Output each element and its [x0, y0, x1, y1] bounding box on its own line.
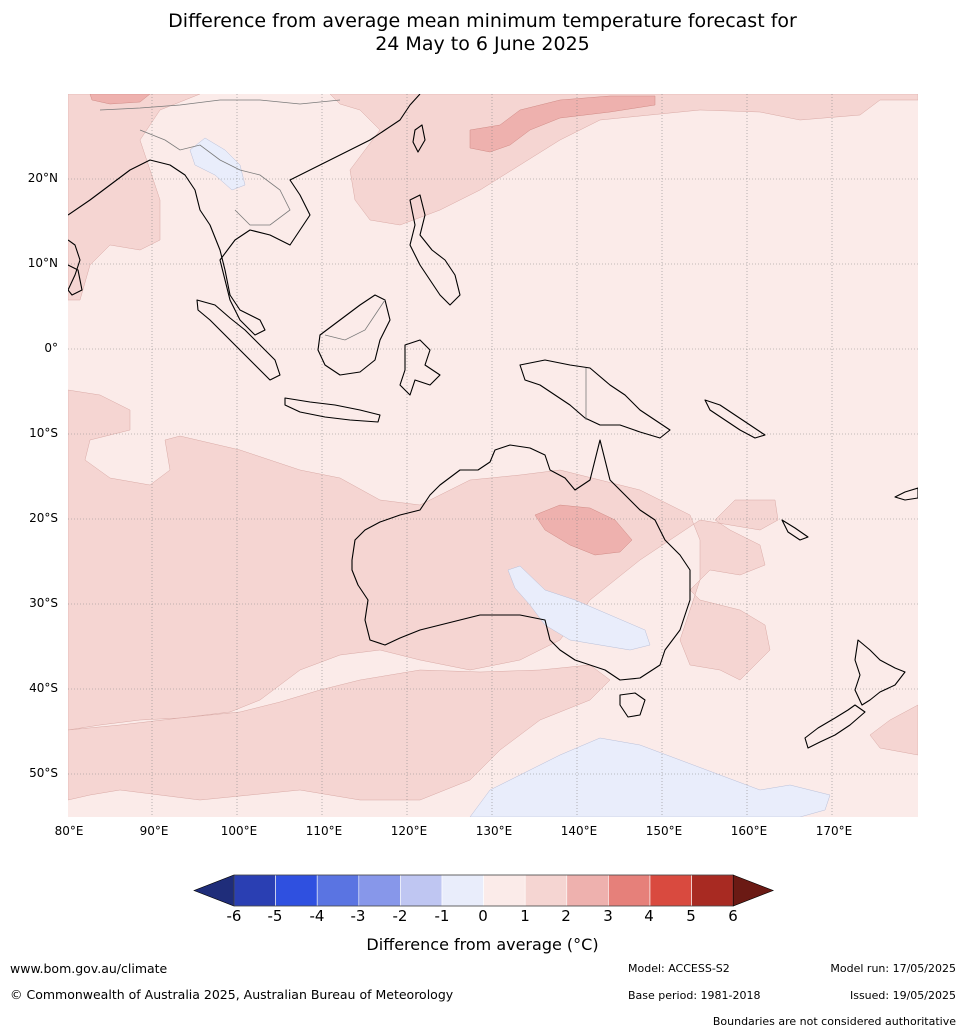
country-borders: [99, 99, 587, 420]
colorbar-swatch: [691, 874, 734, 907]
colorbar-extend-low: [193, 874, 235, 907]
colorbar-tick: -2: [392, 907, 408, 925]
colorbar-tick: 4: [644, 907, 654, 925]
colorbar-tick: -3: [350, 907, 366, 925]
colorbar-tick: -1: [434, 907, 450, 925]
title-line-1: Difference from average mean minimum tem…: [168, 10, 797, 32]
colorbar-extend-high: [732, 874, 775, 907]
coastlines: [68, 94, 918, 749]
lon-label-150e: 150°E: [645, 824, 683, 838]
sumatra-coastline: [196, 299, 281, 381]
anomaly-band-2-3-northwest: [89, 94, 151, 105]
colorbar-swatch: [441, 874, 484, 907]
issued-text: Issued: 19/05/2025: [849, 989, 956, 1002]
anomaly-band-1-2-east: [869, 704, 918, 756]
anomaly-band-2-3-central-australia: [534, 504, 633, 556]
lat-label-20s: 20°S: [29, 511, 58, 525]
lat-label-20n: 20°N: [27, 171, 58, 185]
colorbar-tick: 2: [561, 907, 571, 925]
lon-label-130e: 130°E: [475, 824, 513, 838]
colorbar-swatch: [233, 874, 276, 907]
colorbar-tick: 6: [728, 907, 738, 925]
map-field: [68, 94, 918, 817]
solomon-islands-coastline: [704, 399, 766, 439]
model-run-text: Model run: 17/05/2025: [830, 962, 956, 975]
lon-label-140e: 140°E: [560, 824, 598, 838]
china-border: [99, 99, 341, 111]
website-link[interactable]: www.bom.gov.au/climate: [10, 961, 168, 976]
colorbar-tick: 1: [520, 907, 530, 925]
anomaly-band-1-2-north-pacific: [329, 94, 918, 226]
sri-lanka-coastline: [68, 264, 83, 296]
lat-label-40s: 40°S: [29, 681, 58, 695]
anomaly-band-1-2-southwest: [68, 664, 611, 801]
fiji-coastline: [894, 487, 918, 501]
anomaly-band-1-2-northwest: [68, 94, 201, 301]
new-zealand-north-coastline: [854, 639, 906, 706]
sulawesi-coastline: [399, 339, 441, 396]
anomaly-band-neg1-0-australia: [507, 565, 651, 651]
lon-label-170e: 170°E: [815, 824, 853, 838]
lon-label-120e: 120°E: [390, 824, 428, 838]
mainland-asia-coastline: [68, 94, 421, 336]
base-period-text: Base period: 1981-2018: [628, 989, 761, 1002]
colorbar-swatch: [358, 874, 401, 907]
colorbar-tick: 0: [478, 907, 488, 925]
colorbar-tick: -6: [226, 907, 242, 925]
new-guinea-coastline: [519, 359, 671, 439]
anomaly-band-2-3-north-pacific: [469, 95, 656, 153]
colorbar-swatch: [316, 874, 360, 907]
new-zealand-south-coastline: [804, 704, 866, 749]
colorbar-swatch: [275, 874, 318, 907]
colorbar-swatch: [649, 874, 692, 907]
colorbar-tick: -5: [267, 907, 283, 925]
colorbar-tick: -4: [309, 907, 325, 925]
lat-label-50s: 50°S: [29, 766, 58, 780]
colorbar-swatch: [566, 874, 609, 907]
taiwan-coastline: [412, 124, 426, 153]
colorbar-swatch: [524, 874, 568, 907]
borneo-border: [324, 299, 386, 341]
anomaly-band-neg1-0-southern-ocean: [469, 737, 831, 817]
india-coastline: [68, 239, 81, 291]
colorbar-frame: [233, 874, 734, 907]
new-caledonia-coastline: [781, 519, 809, 541]
borneo-coastline: [317, 294, 391, 376]
lat-label-0: 0°: [44, 341, 58, 355]
tasmania-coastline: [619, 692, 646, 718]
anomaly-band-1-2-indian-ocean: [68, 389, 779, 731]
colorbar-swatch: [483, 874, 526, 907]
colorbar-swatch: [400, 874, 443, 907]
copyright-text: © Commonwealth of Australia 2025, Austra…: [10, 987, 454, 1002]
java-coastline: [284, 397, 381, 423]
lon-label-90e: 90°E: [139, 824, 169, 838]
graticule: [68, 94, 918, 817]
colorbar-title: Difference from average (°C): [366, 935, 599, 954]
colorbar-tick: 5: [686, 907, 696, 925]
lat-label-10s: 10°S: [29, 426, 58, 440]
colorbar-tick: 3: [603, 907, 613, 925]
colorbar: [193, 874, 775, 907]
model-text: Model: ACCESS-S2: [628, 962, 730, 975]
australia-coastline: [351, 439, 691, 681]
indochina-borders: [139, 129, 291, 226]
title-line-2: 24 May to 6 June 2025: [375, 33, 590, 55]
lon-label-110e: 110°E: [305, 824, 343, 838]
map-title: Difference from average mean minimum tem…: [0, 10, 965, 56]
colorbar-swatch: [608, 874, 651, 907]
disclaimer-text: Boundaries are not considered authoritat…: [712, 1015, 956, 1028]
lon-label-160e: 160°E: [730, 824, 768, 838]
anomaly-band-neg1-0-indochina: [189, 137, 246, 191]
lon-label-100e: 100°E: [220, 824, 258, 838]
lat-label-10n: 10°N: [27, 256, 58, 270]
philippines-coastline: [409, 194, 461, 306]
lat-label-30s: 30°S: [29, 596, 58, 610]
lon-label-80e: 80°E: [54, 824, 84, 838]
